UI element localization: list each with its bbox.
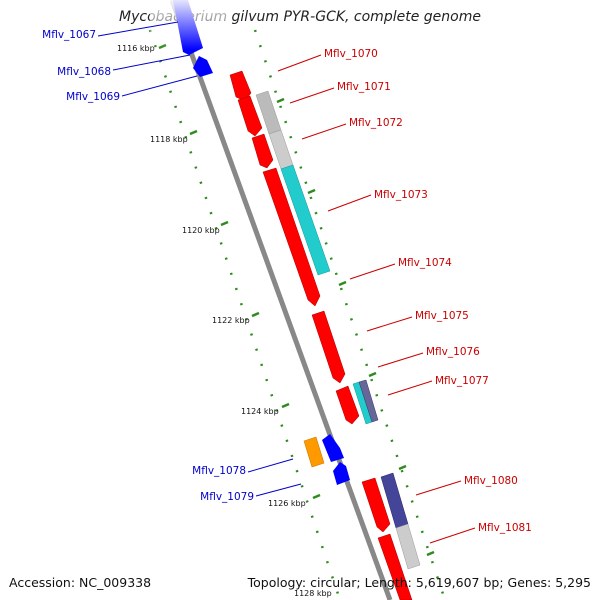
gene-label-mflv-1069[interactable]: Mflv_1069: [66, 91, 120, 103]
gene-label-mflv-1078[interactable]: Mflv_1078: [192, 465, 246, 477]
gene-label-mflv-1080[interactable]: Mflv_1080: [464, 475, 518, 487]
gene-labels: Mflv_1067 Mflv_1068 Mflv_1069 Mflv_1070 …: [42, 29, 532, 534]
gene-label-mflv-1075[interactable]: Mflv_1075: [415, 310, 469, 322]
gene-mflv-1076[interactable]: [335, 385, 360, 425]
gene-mflv-1074[interactable]: [311, 310, 346, 384]
inner-tick: [426, 550, 435, 557]
secondary-features: [255, 90, 421, 570]
leader-mflv-1078: [247, 458, 294, 473]
inner-tick: [307, 188, 316, 195]
gene-mflv-1073[interactable]: [262, 167, 321, 307]
inner-ticks: [276, 97, 435, 557]
gene-mflv-1071[interactable]: [237, 95, 263, 137]
feature-grey-1081[interactable]: [395, 523, 421, 570]
gene-label-mflv-1076[interactable]: Mflv_1076: [426, 346, 480, 358]
gene-label-mflv-1081[interactable]: Mflv_1081: [478, 522, 532, 534]
leader-mflv-1076: [377, 352, 424, 368]
inner-tick: [368, 371, 377, 378]
gene-mflv-1078[interactable]: [303, 436, 325, 468]
leader-mflv-1067: [97, 21, 179, 37]
forward-strand-genes: [229, 70, 413, 600]
kbp-label: 1128 kbp: [294, 589, 332, 598]
kbp-label: 1116 kbp: [117, 44, 155, 53]
gene-label-mflv-1068[interactable]: Mflv_1068: [57, 66, 111, 78]
kbp-label: 1120 kbp: [182, 226, 220, 235]
gene-label-mflv-1073[interactable]: Mflv_1073: [374, 189, 428, 201]
leader-mflv-1075: [366, 316, 413, 332]
accession-label: Accession: NC_009338: [9, 575, 152, 590]
gene-mflv-1079-part[interactable]: [333, 462, 350, 485]
gene-label-mflv-1079[interactable]: Mflv_1079: [200, 491, 254, 503]
gene-label-mflv-1072[interactable]: Mflv_1072: [349, 117, 403, 129]
gene-mflv-1072[interactable]: [251, 133, 274, 169]
gene-mflv-1068[interactable]: [193, 56, 213, 77]
leader-mflv-1073: [327, 194, 372, 212]
kbp-label: 1126 kbp: [268, 499, 306, 508]
gene-label-mflv-1071[interactable]: Mflv_1071: [337, 81, 391, 93]
inner-tick: [398, 464, 407, 471]
leader-mflv-1079: [255, 483, 302, 497]
leader-lines: [97, 21, 476, 544]
kbp-tick: [189, 129, 198, 136]
leader-mflv-1071: [289, 87, 335, 104]
gene-label-mflv-1070[interactable]: Mflv_1070: [324, 48, 378, 60]
gene-mflv-1081[interactable]: [377, 533, 413, 600]
leader-mflv-1070: [277, 54, 322, 72]
kbp-label: 1122 kbp: [212, 316, 250, 325]
leader-mflv-1069: [121, 75, 198, 97]
feature-navy-1077[interactable]: [358, 379, 379, 423]
leader-mflv-1074: [349, 263, 396, 280]
leader-mflv-1080: [415, 480, 462, 496]
kbp-tick: [312, 493, 321, 500]
genome-backbone: [169, 0, 393, 600]
gene-mflv-1080[interactable]: [361, 477, 391, 533]
gene-mflv-1079[interactable]: [322, 434, 344, 462]
leader-mflv-1072: [301, 123, 347, 140]
inner-tick: [276, 97, 285, 104]
kbp-ticks: [158, 43, 321, 500]
leader-mflv-1068: [112, 54, 191, 71]
feature-grey-1072[interactable]: [268, 129, 294, 170]
gene-label-mflv-1077[interactable]: Mflv_1077: [435, 375, 489, 387]
inner-tick: [338, 280, 347, 287]
leader-mflv-1081: [429, 527, 476, 544]
leader-mflv-1077: [387, 380, 433, 396]
kbp-label: 1118 kbp: [150, 135, 188, 144]
genome-summary: Topology: circular; Length: 5,619,607 bp…: [247, 575, 591, 590]
kbp-tick: [251, 311, 260, 318]
feature-cyan-1073[interactable]: [280, 164, 331, 276]
kbp-tick: [281, 402, 290, 409]
gene-label-mflv-1074[interactable]: Mflv_1074: [398, 257, 452, 269]
gene-label-mflv-1067[interactable]: Mflv_1067: [42, 29, 96, 41]
kbp-tick: [220, 220, 229, 227]
kbp-label: 1124 kbp: [241, 407, 279, 416]
